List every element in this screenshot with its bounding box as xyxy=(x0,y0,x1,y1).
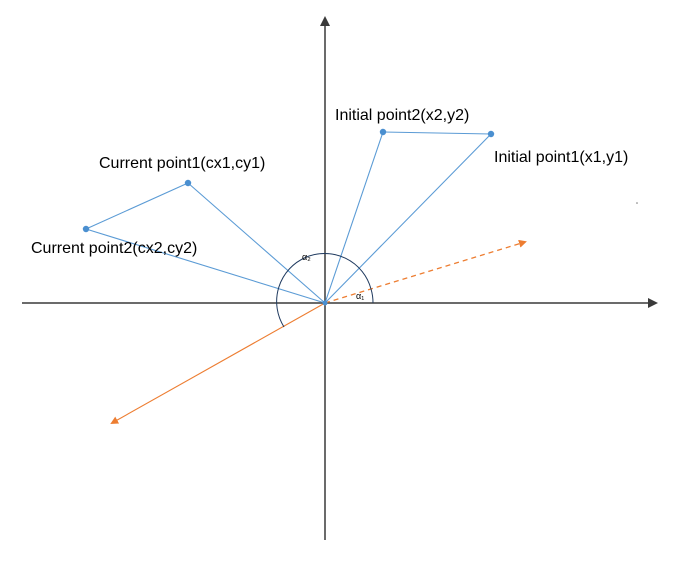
current-point1-label: Current point1(cx1,cy1) xyxy=(99,155,265,172)
alpha2-label: α₂ xyxy=(302,252,311,262)
current-line-p1-p2 xyxy=(85,182,189,230)
direction-arrow-solid xyxy=(110,302,326,424)
initial-point2-label: Initial point2(x2,y2) xyxy=(335,107,469,124)
initial-point1-label: Initial point1(x1,y1) xyxy=(494,149,628,166)
alpha2-arc xyxy=(276,252,372,328)
initial-point1-marker xyxy=(487,130,495,138)
initial-point2-marker xyxy=(379,128,387,136)
current-line-origin-p2 xyxy=(85,228,326,304)
alpha1-arc xyxy=(370,288,374,304)
initial-line-p1-p2 xyxy=(382,131,492,135)
initial-line-origin-p1 xyxy=(324,133,492,304)
current-point1-marker xyxy=(184,179,192,187)
origin-marker xyxy=(322,300,328,306)
direction-arrow-dashed xyxy=(324,239,527,304)
alpha1-label: α₁ xyxy=(356,291,364,301)
current-line-origin-p1 xyxy=(187,182,326,304)
current-point2-marker xyxy=(82,225,90,233)
initial-line-origin-p2 xyxy=(324,131,384,304)
current-point2-label: Current point2(cx2,cy2) xyxy=(31,240,197,257)
stray-dot xyxy=(636,202,638,204)
